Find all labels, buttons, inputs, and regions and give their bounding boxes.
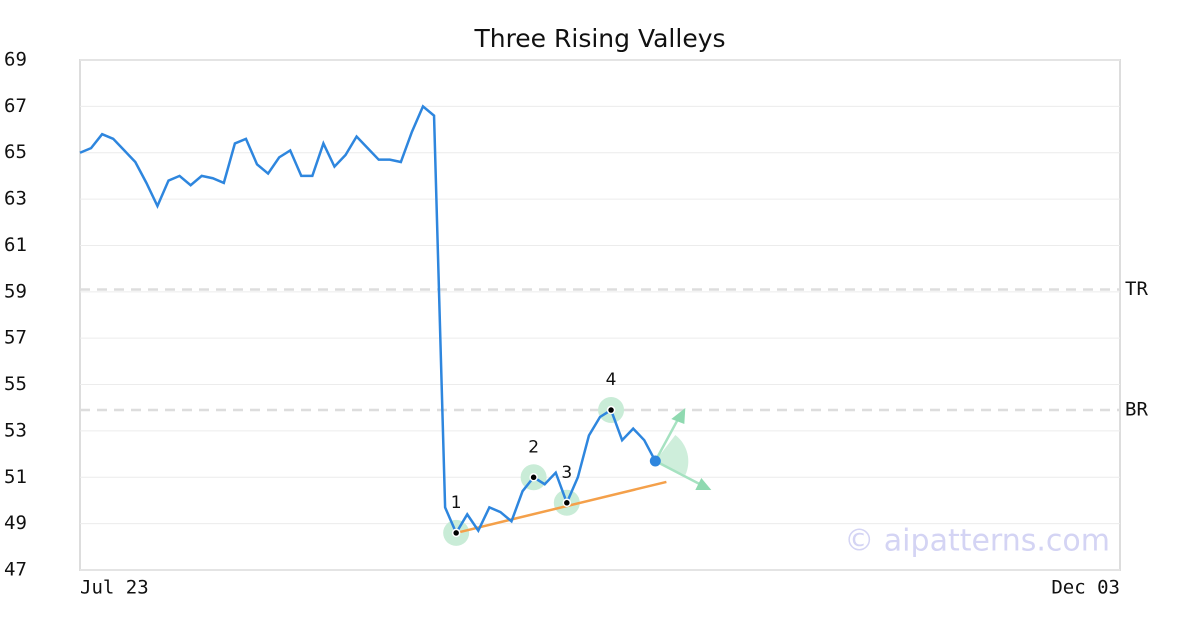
y-tick-label: 61	[4, 234, 27, 256]
plot-frame	[79, 59, 1121, 571]
price-line	[79, 104, 657, 536]
trend-line	[455, 480, 667, 535]
x-tick-label: Jul 23	[80, 577, 149, 599]
level-label: BR	[1125, 399, 1148, 421]
y-tick-label: 67	[4, 95, 27, 117]
y-tick-label: 49	[4, 512, 27, 534]
arrow-down-head	[695, 478, 712, 491]
y-tick-label: 69	[4, 49, 27, 71]
y-tick-label: 57	[4, 327, 27, 349]
x-tick-label: Dec 03	[1051, 577, 1120, 599]
y-tick-label: 59	[4, 280, 27, 302]
pattern-point	[529, 473, 538, 482]
pattern-label: 1	[451, 493, 462, 513]
level-label: TR	[1125, 278, 1148, 300]
arrow-up-head	[671, 408, 686, 425]
pattern-point	[451, 528, 461, 538]
y-tick-label: 53	[4, 419, 27, 441]
pattern-label: 2	[528, 437, 539, 457]
pattern-label: 3	[561, 463, 572, 483]
y-tick-label: 63	[4, 188, 27, 210]
y-tick-label: 47	[4, 559, 27, 581]
y-tick-label: 55	[4, 373, 27, 395]
current-point	[649, 455, 661, 467]
y-tick-label: 65	[4, 141, 27, 163]
pattern-point	[562, 498, 572, 508]
pattern-label: 4	[606, 370, 617, 390]
pattern-point	[606, 405, 616, 415]
watermark: © aipatterns.com	[844, 524, 1110, 559]
chart-title: Three Rising Valleys	[473, 24, 725, 53]
arrow-down	[654, 459, 706, 489]
y-tick-label: 51	[4, 466, 27, 488]
direction-fan	[655, 435, 689, 476]
